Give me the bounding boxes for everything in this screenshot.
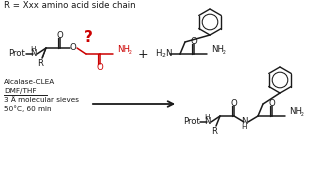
Text: H: H: [241, 124, 247, 130]
Text: +: +: [138, 48, 148, 60]
Text: NH: NH: [289, 108, 302, 116]
Text: N: N: [30, 50, 36, 58]
Text: O: O: [191, 37, 197, 46]
Text: O: O: [269, 98, 275, 108]
Text: O: O: [231, 98, 237, 108]
Text: 3 Å molecular sieves: 3 Å molecular sieves: [4, 97, 79, 103]
Text: $_2$: $_2$: [222, 49, 227, 57]
Text: Prot: Prot: [183, 118, 200, 126]
Text: N: N: [204, 118, 210, 126]
Text: R = Xxx amino acid side chain: R = Xxx amino acid side chain: [4, 1, 136, 11]
Text: N: N: [241, 118, 247, 126]
Text: $_2$: $_2$: [128, 49, 133, 57]
Text: H: H: [30, 46, 36, 52]
Text: NH: NH: [117, 46, 130, 54]
Text: R: R: [211, 126, 217, 136]
Text: O: O: [97, 62, 103, 72]
Text: O: O: [70, 43, 76, 52]
Text: O: O: [56, 31, 63, 39]
Text: Alcalase-CLEA: Alcalase-CLEA: [4, 79, 55, 85]
Text: ?: ?: [84, 31, 92, 46]
Text: NH: NH: [211, 46, 224, 54]
Text: DMF/THF: DMF/THF: [4, 88, 37, 94]
Text: H$_2$N: H$_2$N: [155, 48, 173, 60]
Text: H: H: [204, 114, 210, 120]
Text: Prot: Prot: [8, 50, 25, 58]
Text: R: R: [37, 58, 43, 68]
Text: 50°C, 60 min: 50°C, 60 min: [4, 106, 51, 112]
Text: $_2$: $_2$: [300, 111, 305, 119]
